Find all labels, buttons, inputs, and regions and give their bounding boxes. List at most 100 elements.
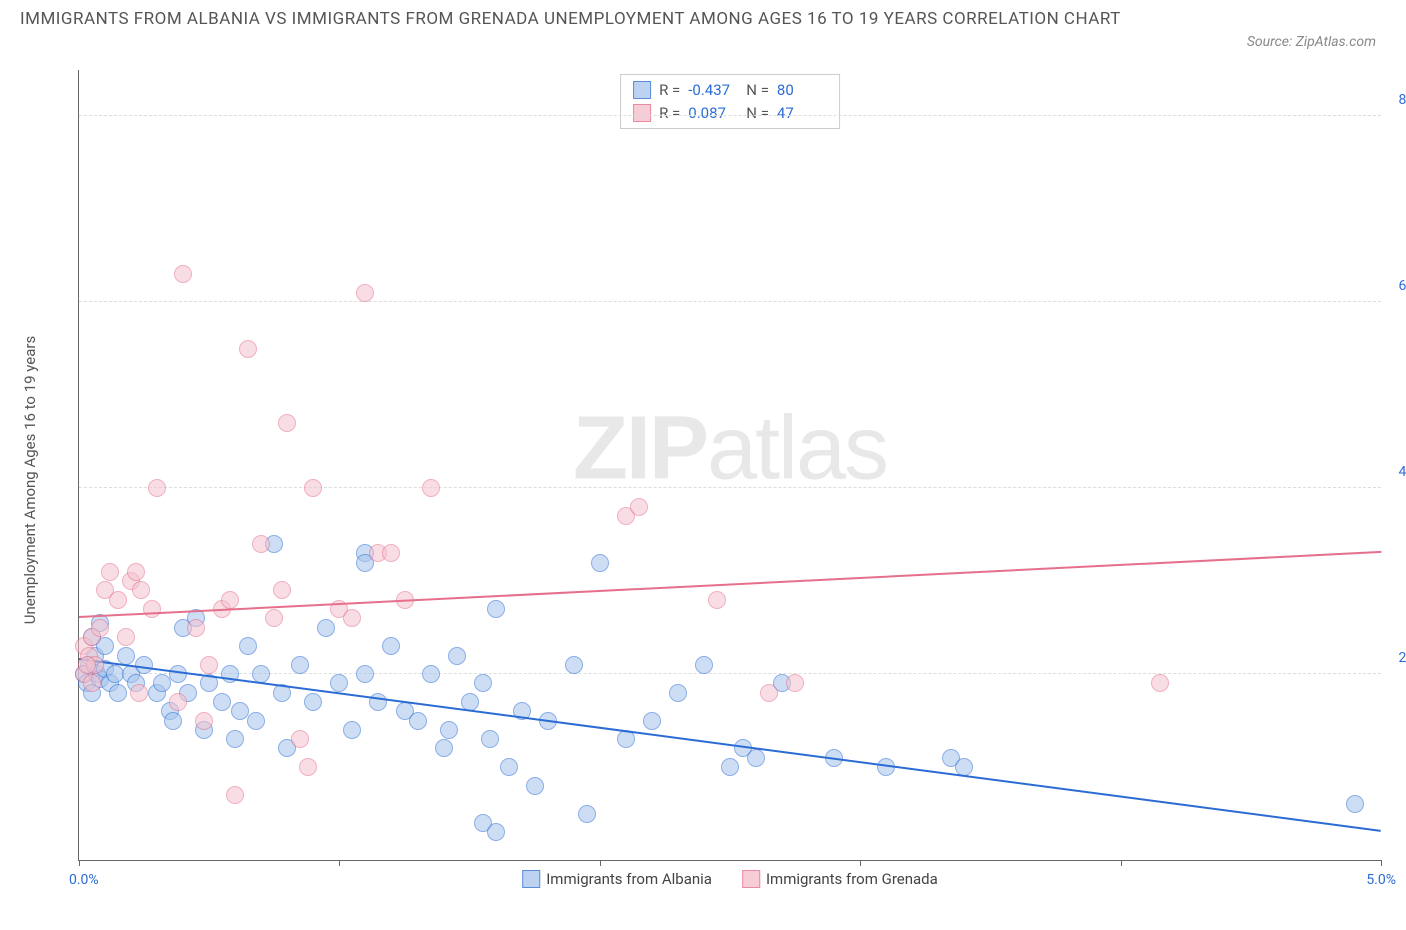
data-point (669, 684, 687, 702)
chart-area: Unemployment Among Ages 16 to 19 years Z… (60, 70, 1380, 890)
legend-swatch (522, 870, 540, 888)
data-point (200, 656, 218, 674)
data-point (291, 730, 309, 748)
data-point (474, 674, 492, 692)
watermark-zip: ZIP (573, 399, 707, 499)
data-point (440, 721, 458, 739)
data-point (143, 600, 161, 618)
chart-title: IMMIGRANTS FROM ALBANIA VS IMMIGRANTS FR… (20, 8, 1386, 32)
data-point (226, 730, 244, 748)
data-point (239, 340, 257, 358)
legend-label: Immigrants from Grenada (766, 870, 938, 888)
data-point (221, 591, 239, 609)
data-point (127, 563, 145, 581)
data-point (169, 665, 187, 683)
data-point (382, 637, 400, 655)
trend-line (79, 658, 1381, 832)
data-point (101, 563, 119, 581)
data-point (435, 739, 453, 757)
bottom-legend-item: Immigrants from Albania (522, 870, 712, 888)
y-tick-label: 60.0% (1386, 278, 1406, 294)
gridline (79, 115, 1381, 116)
data-point (78, 656, 96, 674)
data-point (130, 684, 148, 702)
x-tick (860, 860, 861, 866)
data-point (148, 479, 166, 497)
stat-r-label: R = (659, 79, 680, 102)
data-point (487, 823, 505, 841)
gridline (79, 301, 1381, 302)
data-point (695, 656, 713, 674)
data-point (356, 284, 374, 302)
data-point (247, 712, 265, 730)
data-point (164, 712, 182, 730)
data-point (299, 758, 317, 776)
data-point (304, 693, 322, 711)
x-axis-max-label: 5.0% (1366, 872, 1396, 888)
stats-legend-row: R = 0.087 N = 47 (633, 102, 827, 125)
stat-n-value: 47 (777, 102, 827, 125)
data-point (422, 665, 440, 683)
bottom-legend-item: Immigrants from Grenada (742, 870, 938, 888)
data-point (487, 600, 505, 618)
legend-swatch (742, 870, 760, 888)
legend-label: Immigrants from Albania (546, 870, 712, 888)
data-point (278, 414, 296, 432)
data-point (117, 628, 135, 646)
x-tick (79, 860, 80, 866)
data-point (239, 637, 257, 655)
data-point (187, 619, 205, 637)
watermark: ZIPatlas (573, 398, 887, 501)
legend-swatch (633, 81, 651, 99)
data-point (356, 665, 374, 683)
data-point (448, 647, 466, 665)
data-point (265, 609, 283, 627)
y-tick-label: 40.0% (1386, 464, 1406, 480)
data-point (132, 581, 150, 599)
source-label: Source: ZipAtlas.com (1247, 34, 1376, 50)
data-point (422, 479, 440, 497)
data-point (226, 786, 244, 804)
stat-n-value: 80 (777, 79, 827, 102)
x-tick (1121, 860, 1122, 866)
data-point (578, 805, 596, 823)
data-point (526, 777, 544, 795)
data-point (747, 749, 765, 767)
data-point (273, 581, 291, 599)
data-point (481, 730, 499, 748)
data-point (760, 684, 778, 702)
stats-legend: R = -0.437 N = 80R = 0.087 N = 47 (620, 74, 840, 129)
data-point (317, 619, 335, 637)
gridline (79, 673, 1381, 674)
legend-swatch (633, 104, 651, 122)
data-point (409, 712, 427, 730)
data-point (117, 647, 135, 665)
stat-r-label: R = (659, 102, 680, 125)
stat-n-label: N = (746, 102, 769, 125)
stat-r-value: 0.087 (688, 102, 738, 125)
data-point (91, 619, 109, 637)
y-tick-label: 80.0% (1386, 92, 1406, 108)
y-axis-title: Unemployment Among Ages 16 to 19 years (21, 336, 39, 624)
data-point (721, 758, 739, 776)
data-point (195, 712, 213, 730)
data-point (304, 479, 322, 497)
x-tick (1381, 860, 1382, 866)
data-point (1151, 674, 1169, 692)
data-point (109, 591, 127, 609)
x-axis-min-label: 0.0% (69, 872, 99, 888)
x-tick (339, 860, 340, 866)
data-point (786, 674, 804, 692)
data-point (252, 535, 270, 553)
gridline (79, 487, 1381, 488)
data-point (291, 656, 309, 674)
data-point (630, 498, 648, 516)
data-point (1346, 795, 1364, 813)
x-tick (600, 860, 601, 866)
stats-legend-row: R = -0.437 N = 80 (633, 79, 827, 102)
data-point (382, 544, 400, 562)
data-point (213, 693, 231, 711)
y-tick-label: 20.0% (1386, 650, 1406, 666)
data-point (369, 693, 387, 711)
watermark-atlas: atlas (707, 399, 887, 499)
